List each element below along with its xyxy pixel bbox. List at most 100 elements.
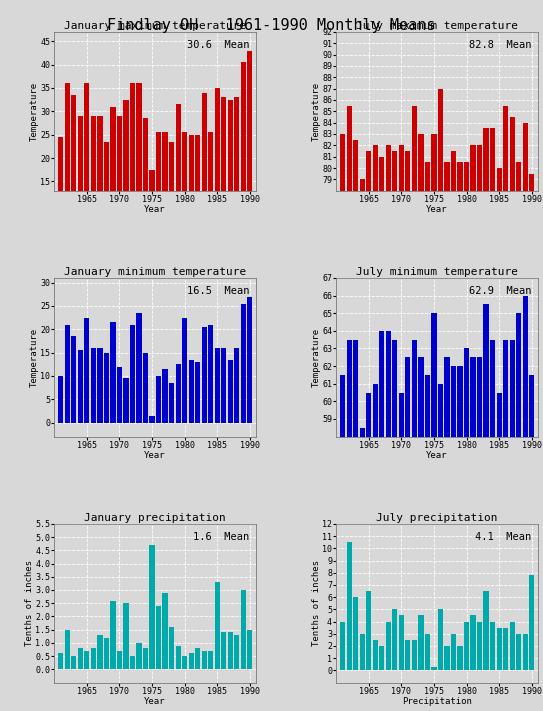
Bar — [201, 651, 207, 669]
Bar — [104, 638, 109, 669]
Bar — [214, 88, 220, 252]
Bar — [91, 116, 96, 252]
Title: January precipitation: January precipitation — [84, 513, 226, 523]
Bar — [412, 106, 417, 711]
Y-axis label: Temperature: Temperature — [30, 82, 39, 141]
Bar — [221, 632, 226, 669]
Y-axis label: Temperature: Temperature — [30, 328, 39, 387]
Bar — [156, 376, 161, 422]
Bar — [503, 628, 508, 670]
Bar — [431, 667, 437, 670]
Bar — [444, 162, 450, 711]
Text: 1.6  Mean: 1.6 Mean — [193, 532, 250, 542]
Bar — [477, 621, 482, 670]
Bar — [379, 156, 384, 711]
Bar — [405, 357, 411, 711]
Bar — [91, 648, 96, 669]
Bar — [438, 89, 443, 711]
Y-axis label: Temperature: Temperature — [312, 328, 321, 387]
Bar — [516, 314, 521, 711]
Bar — [516, 634, 521, 670]
Bar — [169, 383, 174, 422]
Bar — [346, 340, 352, 711]
Bar — [457, 646, 463, 670]
Bar — [418, 616, 424, 670]
Bar — [490, 621, 495, 670]
Bar — [353, 597, 358, 670]
Bar — [97, 635, 103, 669]
Bar — [366, 392, 371, 711]
Bar — [483, 304, 489, 711]
Bar — [509, 340, 515, 711]
Bar — [425, 375, 430, 711]
Bar — [522, 123, 528, 711]
Bar — [162, 132, 168, 252]
Bar — [359, 428, 365, 711]
Bar — [162, 369, 168, 422]
Bar — [425, 162, 430, 711]
Bar — [359, 634, 365, 670]
Bar — [143, 353, 148, 422]
Title: January maximum temperature: January maximum temperature — [64, 21, 246, 31]
Bar — [346, 106, 352, 711]
Bar — [241, 590, 246, 669]
Bar — [412, 340, 417, 711]
Bar — [214, 348, 220, 422]
Bar — [65, 83, 70, 252]
X-axis label: Year: Year — [144, 697, 166, 706]
Bar — [117, 367, 122, 422]
Bar — [175, 364, 181, 422]
Bar — [97, 116, 103, 252]
Bar — [182, 132, 187, 252]
Bar — [372, 640, 378, 670]
Bar — [110, 107, 116, 252]
Bar — [182, 656, 187, 669]
Bar — [241, 304, 246, 422]
X-axis label: Year: Year — [144, 451, 166, 460]
Bar — [457, 366, 463, 711]
Bar — [78, 116, 83, 252]
Text: 62.9  Mean: 62.9 Mean — [469, 286, 532, 296]
Bar — [470, 616, 476, 670]
Bar — [143, 648, 148, 669]
Bar — [372, 145, 378, 711]
Bar — [372, 384, 378, 711]
Bar — [175, 105, 181, 252]
Bar — [509, 621, 515, 670]
Bar — [130, 325, 135, 422]
Bar — [214, 582, 220, 669]
Bar — [78, 351, 83, 422]
X-axis label: Year: Year — [144, 205, 166, 214]
Bar — [65, 630, 70, 669]
Bar — [386, 331, 391, 711]
Bar — [431, 134, 437, 711]
Bar — [444, 357, 450, 711]
Bar — [136, 313, 142, 422]
Bar — [123, 603, 129, 669]
Bar — [104, 353, 109, 422]
Bar — [503, 106, 508, 711]
Bar — [58, 376, 64, 422]
Bar — [84, 318, 90, 422]
Bar — [470, 357, 476, 711]
Bar — [399, 616, 404, 670]
Bar — [71, 336, 77, 422]
Bar — [392, 151, 397, 711]
Bar — [340, 621, 345, 670]
Bar — [136, 643, 142, 669]
Bar — [149, 545, 155, 669]
Bar — [78, 648, 83, 669]
Bar — [208, 132, 213, 252]
Bar — [490, 340, 495, 711]
Bar — [451, 634, 456, 670]
Bar — [58, 137, 64, 252]
Bar — [483, 591, 489, 670]
Bar — [496, 392, 502, 711]
Bar — [221, 97, 226, 252]
Bar — [97, 348, 103, 422]
Bar — [483, 128, 489, 711]
Bar — [71, 95, 77, 252]
Bar — [366, 151, 371, 711]
Bar — [340, 375, 345, 711]
Bar — [451, 366, 456, 711]
